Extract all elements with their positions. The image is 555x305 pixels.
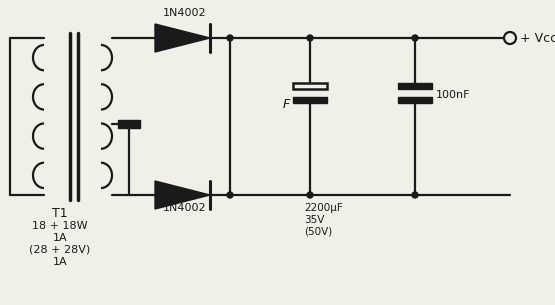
Bar bbox=[398, 83, 432, 89]
Text: 1N4002: 1N4002 bbox=[163, 203, 207, 213]
Text: 1N4002: 1N4002 bbox=[163, 8, 207, 18]
Bar bbox=[118, 120, 140, 128]
Text: 1A: 1A bbox=[53, 257, 67, 267]
Circle shape bbox=[307, 35, 313, 41]
Text: T1: T1 bbox=[52, 207, 68, 220]
Circle shape bbox=[227, 35, 233, 41]
Bar bbox=[293, 83, 327, 89]
Bar bbox=[398, 97, 432, 103]
Text: F: F bbox=[282, 98, 290, 111]
Text: 100nF: 100nF bbox=[436, 90, 471, 100]
Text: 1A: 1A bbox=[53, 233, 67, 243]
Circle shape bbox=[227, 192, 233, 198]
Text: 18 + 18W: 18 + 18W bbox=[32, 221, 88, 231]
Circle shape bbox=[307, 192, 313, 198]
Circle shape bbox=[412, 35, 418, 41]
Polygon shape bbox=[155, 24, 210, 52]
Text: + Vcc: + Vcc bbox=[520, 31, 555, 45]
Text: (28 + 28V): (28 + 28V) bbox=[29, 245, 90, 255]
Circle shape bbox=[504, 32, 516, 44]
Bar bbox=[293, 97, 327, 103]
Polygon shape bbox=[155, 181, 210, 209]
Circle shape bbox=[412, 192, 418, 198]
Text: 2200μF
35V
(50V): 2200μF 35V (50V) bbox=[304, 203, 343, 236]
